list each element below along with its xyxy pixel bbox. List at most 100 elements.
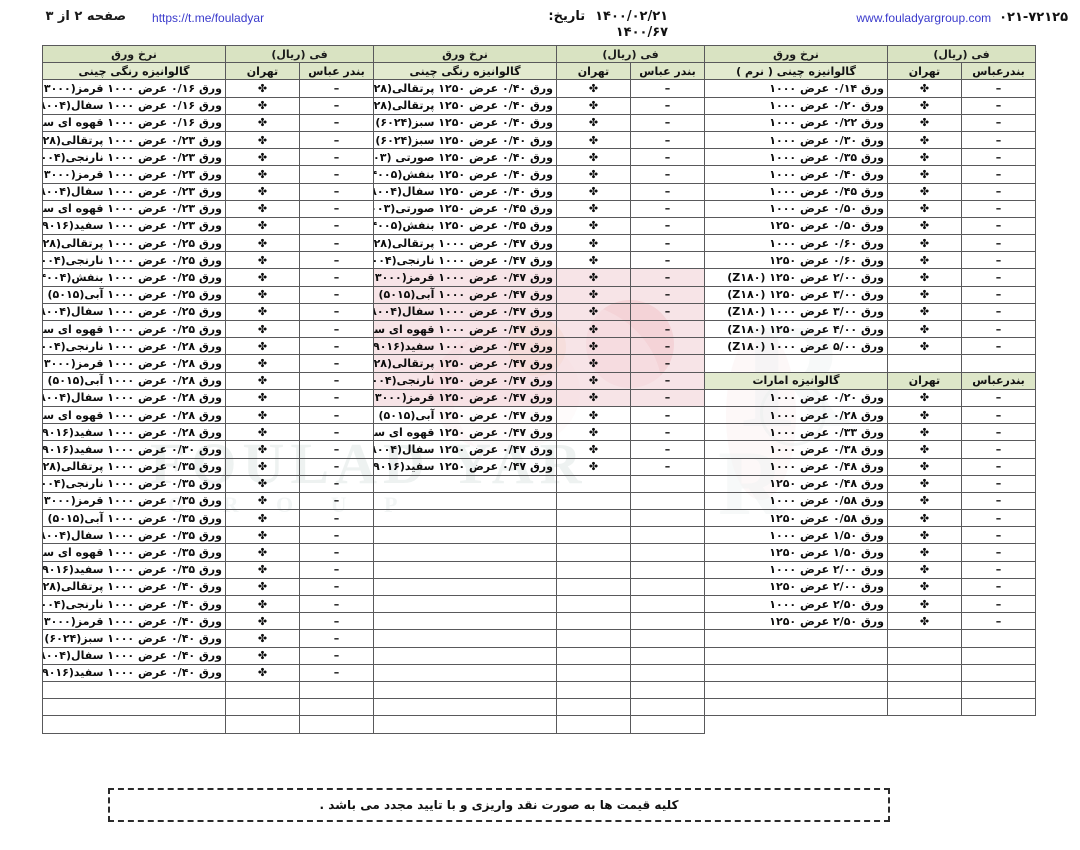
product-description: ورق ۰/۴۰ عرض ۱۰۰۰ قرمز(۳۰۰۰) — [41, 612, 226, 631]
product-description: ورق ۰/۴۵ عرض ۱۰۰۰ — [703, 182, 888, 201]
product-description: ورق ۰/۴۰ عرض ۱۰۰۰ سفال(۸۰۰۴) — [41, 646, 226, 665]
table-row: – ✤ ورق ۰/۴۰ عرض ۱۲۵۰ سبز(۶۰۲۴) — [372, 113, 705, 132]
table-row: –✤ورق ۰/۴۷ عرض ۱۲۵۰ قرمز(۳۰۰۰) — [372, 388, 705, 407]
table-row: –✤ورق ۰/۴۷ عرض ۱۲۵۰ نارنجی(۲۰۰۴) — [372, 371, 705, 390]
price-tehran: ✤ — [886, 285, 963, 304]
empty-cell — [372, 474, 557, 493]
product-description: ورق ۲/۰۰ عرض ۱۲۵۰ — [703, 577, 888, 597]
product-description: ورق ۲/۵۰ عرض ۱۲۵۰ — [703, 612, 888, 631]
product-description: ورق ۰/۴۰ عرض ۱۰۰۰ پرتقالی(۱۰۲۸) — [41, 577, 226, 597]
product-description: ورق ۰/۴۰ عرض ۱۲۵۰ پرتقالی(۱۰۲۸)"سنگین" — [372, 96, 557, 115]
product-description: ورق ۰/۴۰ عرض ۱۰۰۰ سفید(۹۰۱۶) — [41, 663, 226, 682]
price-tehran: ✤ — [886, 594, 963, 614]
table-blank-row — [372, 629, 705, 648]
table-subheader-row: بندر عباس تهران گالوانیزه رنگی چینی — [41, 62, 374, 81]
price-bandar-abbas: – — [299, 371, 374, 390]
empty-cell — [630, 612, 705, 631]
price-tehran: ✤ — [886, 79, 963, 98]
page-header: ۰۲۱-۷۲۱۲۵ www.fouladyargroup.com ۱۴۰۰/۰۲… — [0, 0, 1080, 45]
product-description: ورق ۰/۲۳ عرض ۱۰۰۰ قرمز(۳۰۰۰) — [41, 165, 226, 184]
empty-cell — [703, 698, 888, 717]
price-tehran: ✤ — [886, 234, 963, 253]
empty-cell — [299, 698, 374, 717]
column-header-bandar-abbas: بندر عباس — [630, 62, 705, 81]
price-tehran: ✤ — [555, 165, 632, 184]
empty-cell — [886, 354, 963, 373]
product-description: ورق ۰/۲۸ عرض ۱۰۰۰ سفید(۹۰۱۶) — [41, 423, 226, 442]
price-bandar-abbas: – — [299, 577, 374, 597]
table-blank-row — [372, 509, 705, 528]
price-bandar-abbas: – — [961, 113, 1036, 132]
product-description: ورق ۰/۲۵ عرض ۱۰۰۰ سفال(۸۰۰۴) — [41, 302, 226, 322]
price-tehran: ✤ — [555, 216, 632, 236]
product-description: ورق ۵/۰۰ عرض ۱۰۰۰ (Z۱۸۰) — [703, 337, 888, 356]
table-row: – ✤ ورق ۵/۰۰ عرض ۱۰۰۰ (Z۱۸۰) — [703, 337, 1036, 356]
table-row: – ✤ ورق ۰/۵۰ عرض ۱۰۰۰ — [703, 199, 1036, 218]
empty-cell — [630, 594, 705, 614]
table-row: – ✤ ورق ۰/۵۸ عرض ۱۰۰۰ — [703, 491, 1036, 511]
product-description: ورق ۳/۰۰ عرض ۱۰۰۰ (Z۱۸۰) — [703, 302, 888, 322]
table-blank-row — [372, 543, 705, 562]
product-description: ورق ۰/۱۶ عرض ۱۰۰۰ قهوه ای سوخته(۸۰۱۷) — [41, 113, 226, 132]
empty-cell — [372, 629, 557, 648]
column-header-bandar-abbas: بندرعباس — [961, 371, 1036, 390]
price-tehran: ✤ — [224, 560, 301, 579]
product-description: ورق ۰/۴۰ عرض ۱۲۵۰ پرتقالی(۱۰۲۸) — [372, 79, 557, 98]
price-tehran: ✤ — [224, 457, 301, 476]
empty-cell — [886, 663, 963, 682]
price-tehran: ✤ — [224, 388, 301, 407]
price-tehran: ✤ — [224, 79, 301, 98]
product-description: ورق ۰/۲۸ عرض ۱۰۰۰ قرمز(۳۰۰۰) — [41, 354, 226, 373]
table-row: –✤ورق ۰/۴۰ عرض ۱۲۵۰ پرتقالی(۱۰۲۸) — [372, 79, 705, 98]
product-description: ورق ۰/۲۸ عرض ۱۰۰۰ قهوه ای سوخته(۸۰۱۷) — [41, 405, 226, 425]
price-bandar-abbas: – — [299, 629, 374, 648]
table-row: –✤ورق ۰/۴۷ عرض ۱۲۵۰ سفید(۹۰۱۶) — [372, 457, 705, 476]
price-bandar-abbas: – — [961, 148, 1036, 167]
table-blank-row — [703, 646, 1036, 665]
table-blank-row — [372, 646, 705, 665]
product-description: ورق ۰/۲۳ عرض ۱۰۰۰ سفید(۹۰۱۶) — [41, 216, 226, 236]
category-title: گالوانیزه چینی ( نرم ) — [703, 62, 888, 81]
product-description: ورق ۰/۲۵ عرض ۱۰۰۰ بنفش(۴۰۰۴) — [41, 268, 226, 287]
price-bandar-abbas: – — [299, 405, 374, 425]
table-subheader-row: بندر عباس تهران گالوانیزه رنگی چینی — [372, 62, 705, 81]
column-group-price: فی (ریال) — [555, 44, 706, 64]
table-row: –✤ورق ۰/۴۰ عرض ۱۰۰۰ نارنجی(۲۰۰۴) — [41, 594, 374, 614]
price-tehran: ✤ — [886, 130, 963, 150]
table-blank-row — [372, 560, 705, 579]
telegram-link[interactable]: https://t.me/fouladyar — [152, 11, 265, 25]
price-tehran: ✤ — [224, 491, 301, 511]
price-bandar-abbas: – — [299, 302, 374, 322]
website-link[interactable]: www.fouladyargroup.com — [856, 11, 992, 25]
column-group-kind: نرخ ورق — [372, 44, 557, 64]
table-row: –✤ورق ۰/۲۵ عرض ۱۰۰۰ قهوه ای سوخته(۸۰۱۷) — [41, 319, 374, 339]
product-description: ورق ۰/۲۸ عرض ۱۰۰۰ آبی(۵۰۱۵) — [41, 371, 226, 390]
empty-cell — [372, 594, 557, 614]
price-table-right-body: فی (ریال) نرخ ورق بندر عباس تهران گالوانیزه … — [41, 44, 375, 734]
product-description: ورق ۰/۳۰ عرض ۱۰۰۰ سفید(۹۰۱۶) — [41, 440, 226, 459]
empty-cell — [961, 663, 1036, 682]
table-row: – ✤ ورق ۱/۵۰ عرض ۱۰۰۰ — [703, 526, 1036, 545]
price-tehran: ✤ — [555, 268, 632, 287]
price-bandar-abbas: – — [299, 560, 374, 579]
table-blank-row — [372, 715, 705, 734]
price-bandar-abbas: – — [299, 251, 374, 270]
empty-cell — [961, 646, 1036, 665]
product-description: ورق ۰/۴۷ عرض ۱۰۰۰ پرتقالی(۱۰۲۸) — [372, 234, 557, 253]
empty-cell — [555, 698, 632, 717]
column-header-tehran: تهران — [555, 62, 632, 81]
price-bandar-abbas: – — [961, 594, 1036, 614]
price-bandar-abbas: – — [630, 423, 705, 442]
product-description: ورق ۰/۴۷ عرض ۱۲۵۰ نارنجی(۲۰۰۴) — [372, 371, 557, 390]
table-group-header-row: فی (ریال) نرخ ورق — [41, 44, 375, 64]
table-row: – ✤ ورق ۰/۲۰ عرض ۱۰۰۰ — [703, 388, 1036, 407]
price-bandar-abbas: – — [630, 371, 705, 390]
price-bandar-abbas: – — [961, 560, 1036, 579]
price-tehran: ✤ — [224, 148, 301, 167]
product-description: ورق ۰/۲۰ عرض ۱۰۰۰ — [703, 388, 888, 407]
price-bandar-abbas: – — [630, 302, 705, 322]
price-tehran: ✤ — [224, 354, 301, 373]
price-bandar-abbas: – — [299, 509, 374, 528]
column-header-tehran: تهران — [886, 62, 963, 81]
header-phone-number: ۰۲۱-۷۲۱۲۵ — [999, 10, 1068, 25]
